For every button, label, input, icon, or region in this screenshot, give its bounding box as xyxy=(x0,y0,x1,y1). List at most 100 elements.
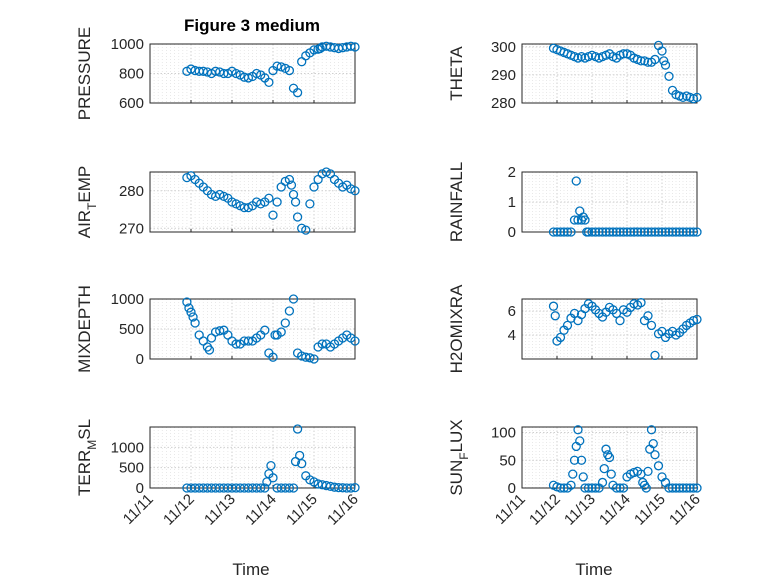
data-point xyxy=(188,312,198,322)
y-tick-label: 280 xyxy=(491,95,516,112)
data-point xyxy=(292,424,303,434)
x-tick-label: 11/13 xyxy=(201,491,239,529)
y-label-main: RAINFALL xyxy=(447,162,466,242)
data-point xyxy=(578,472,588,482)
data-point xyxy=(292,212,303,222)
data-point xyxy=(618,227,629,237)
data-point xyxy=(573,425,583,435)
data-point xyxy=(231,339,241,349)
data-point xyxy=(688,483,699,493)
x-tick-label: 11/14 xyxy=(596,491,634,529)
x-tick-label: 11/15 xyxy=(283,491,321,529)
x-tick-label: 11/15 xyxy=(631,491,669,529)
data-point xyxy=(219,68,229,79)
data-point xyxy=(562,320,573,331)
data-point xyxy=(350,186,360,196)
data-point xyxy=(685,483,695,493)
data-point xyxy=(569,455,580,465)
y-tick-label: 600 xyxy=(119,95,144,112)
plot-frame xyxy=(149,171,356,233)
data-point xyxy=(601,227,611,237)
data-point xyxy=(566,480,576,490)
y-label-subscript: M xyxy=(85,440,99,450)
data-point xyxy=(309,45,319,55)
data-point xyxy=(568,469,578,479)
data-point xyxy=(632,227,643,237)
series-markers xyxy=(548,425,702,493)
data-point xyxy=(268,352,278,362)
data-point xyxy=(243,336,254,346)
data-point xyxy=(678,227,688,237)
data-point xyxy=(288,483,299,493)
data-point xyxy=(590,227,601,237)
y-tick-label: 300 xyxy=(491,39,516,56)
y-label-rest: LUX xyxy=(447,419,466,452)
data-point xyxy=(198,66,208,76)
data-point xyxy=(309,182,319,192)
data-point xyxy=(636,297,646,308)
plot-frame xyxy=(521,298,698,360)
data-point xyxy=(681,227,692,237)
data-point xyxy=(548,301,559,311)
data-point xyxy=(264,193,274,203)
data-point xyxy=(580,483,590,493)
y-axis-label: THETA xyxy=(447,46,466,101)
panel-rainfall: 0 1 2 RAINFALL xyxy=(447,162,702,242)
y-tick-label: 1 xyxy=(508,194,516,211)
y-label-subscript: T xyxy=(85,202,99,210)
data-point xyxy=(309,354,319,364)
data-point xyxy=(674,227,685,237)
y-tick-label: 1000 xyxy=(111,439,144,456)
y-label-main: AIR xyxy=(75,210,94,238)
data-point xyxy=(664,483,674,493)
y-tick-label: 100 xyxy=(491,425,516,442)
data-point xyxy=(667,227,678,237)
data-point xyxy=(597,477,608,488)
data-point xyxy=(660,60,671,70)
data-point xyxy=(636,56,646,66)
data-point xyxy=(290,197,301,207)
data-point xyxy=(284,306,295,316)
data-point xyxy=(671,483,681,493)
data-point xyxy=(692,92,702,103)
data-point xyxy=(646,425,657,435)
data-point xyxy=(562,227,573,237)
data-point xyxy=(629,227,639,237)
data-point xyxy=(692,483,702,493)
data-point xyxy=(692,227,702,237)
data-point xyxy=(611,483,622,493)
x-tick-label: 11/13 xyxy=(561,491,599,529)
data-point xyxy=(648,438,658,449)
data-point xyxy=(692,314,702,325)
data-point xyxy=(260,483,270,493)
data-point xyxy=(587,483,597,493)
data-point xyxy=(688,227,699,237)
plot-frame xyxy=(521,43,698,104)
y-label-rest: SL xyxy=(75,419,94,440)
data-point xyxy=(674,483,685,493)
y-tick-label: 800 xyxy=(119,66,144,83)
data-point xyxy=(622,227,632,237)
y-tick-label: 500 xyxy=(119,321,144,338)
data-point xyxy=(618,483,629,493)
data-point xyxy=(608,227,618,237)
data-point xyxy=(566,227,576,237)
data-point xyxy=(292,88,303,98)
data-point xyxy=(552,227,562,237)
data-point xyxy=(305,353,315,363)
y-tick-label: 500 xyxy=(119,460,144,477)
data-point xyxy=(590,483,601,493)
y-tick-label: 290 xyxy=(491,67,516,84)
data-point xyxy=(286,180,297,190)
y-label-main: TERR xyxy=(75,450,94,496)
y-label-main: H2OMIXRA xyxy=(447,284,466,373)
data-point xyxy=(559,227,569,237)
data-point xyxy=(210,66,221,76)
data-point xyxy=(604,227,615,237)
x-tick-label: 11/12 xyxy=(526,491,564,529)
y-tick-label: 4 xyxy=(508,327,516,344)
panel-sun-flux: 0 50 100 SUNFLUX 11/1111/1211/1311/1411/1511… xyxy=(447,419,704,528)
data-point xyxy=(276,327,286,337)
data-point xyxy=(276,62,286,72)
y-tick-label: 1000 xyxy=(111,291,144,308)
